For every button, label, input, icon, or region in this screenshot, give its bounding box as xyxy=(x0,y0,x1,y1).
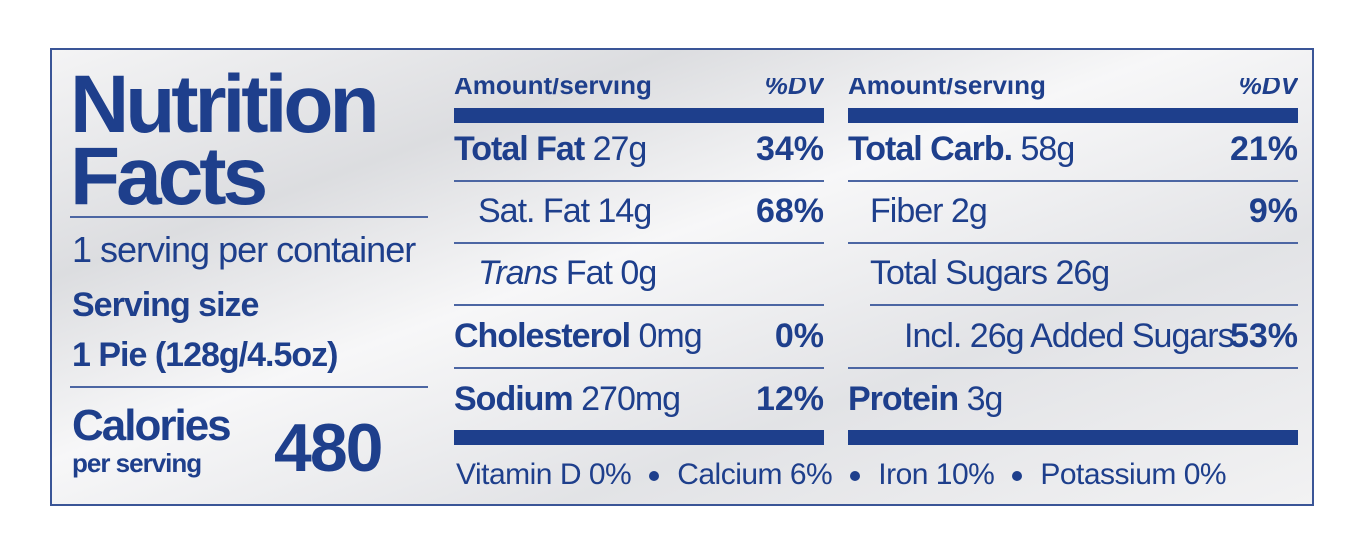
bullet xyxy=(850,471,861,482)
nutrient-name: Sat. Fat 14g xyxy=(478,192,652,230)
nutrient-name: Total Carb. xyxy=(848,130,1013,168)
nutrient-name: Sodium xyxy=(454,380,574,418)
calories-sub: per serving xyxy=(72,448,202,478)
title: Nutrition xyxy=(70,59,380,150)
nutrient-amount: 58g xyxy=(1020,130,1076,168)
rule xyxy=(454,242,824,244)
nutrient-dv: 34% xyxy=(755,130,824,168)
nutrient-name: Sat. Fat 14g xyxy=(478,192,652,230)
serving-size-value: 1 Pie (128g/4.5oz) xyxy=(72,336,338,374)
nutrient-name: Fat 0g xyxy=(565,254,657,292)
nutrient-dv: 0% xyxy=(774,317,824,355)
nutrient-name: Cholesterol xyxy=(454,317,631,355)
nutrient-amount: 270mg xyxy=(581,380,681,418)
nutrient-name: Fiber 2g xyxy=(870,192,988,230)
rule xyxy=(454,367,824,369)
nutrient-amount: 0mg xyxy=(638,317,703,355)
column-header: Amount/serving %DV xyxy=(848,78,1298,100)
nutrient-dv: 53% xyxy=(1229,317,1298,355)
nutrient-name: Total Fat 27g xyxy=(454,130,648,168)
nutrient-name: Total Carb. 58g xyxy=(848,130,1076,168)
column-header: Amount/serving %DV xyxy=(454,78,824,100)
nutrient-name: Sodium 270mg xyxy=(454,380,681,418)
calories-value: 480 xyxy=(274,410,383,486)
rule xyxy=(70,386,428,388)
nutrient-amount: 3g xyxy=(966,380,1004,418)
nutrient-name: Total Sugars 26g xyxy=(870,254,1110,292)
rule xyxy=(70,216,428,218)
servings: 1 serving per container xyxy=(72,229,416,270)
nutrient-dv: 21% xyxy=(1229,130,1298,168)
title: Facts xyxy=(70,131,268,222)
nutrient-name: Incl. 26g Added Sugars xyxy=(904,317,1235,355)
rule xyxy=(454,180,824,182)
nutrient-amount: 27g xyxy=(592,130,648,168)
header-amount: Amount/serving xyxy=(848,78,1046,100)
header-amount: Amount/serving xyxy=(454,78,652,100)
nutrient-name: Total Sugars 26g xyxy=(870,254,1110,292)
nutrient-name: Incl. 26g Added Sugars xyxy=(904,317,1235,355)
rule xyxy=(848,180,1298,182)
nutrient-dv: 68% xyxy=(755,192,824,230)
calories-label: Calories xyxy=(72,401,232,450)
nutrient-dv: 9% xyxy=(1248,192,1298,230)
header-dv: %DV xyxy=(764,78,824,100)
nutrient-prefix: Trans xyxy=(478,254,558,292)
footer: Vitamin D 0% Calcium 6% Iron 10% Potassium … xyxy=(456,458,1227,491)
nutrient-name: Fiber 2g xyxy=(870,192,988,230)
nutrient-name: Trans Fat 0g xyxy=(478,254,657,292)
rule xyxy=(848,242,1298,244)
nutrient-name: Total Fat xyxy=(454,130,585,168)
rule xyxy=(870,304,1298,306)
nutrient-name: Protein 3g xyxy=(848,380,1004,418)
serving-size-label: Serving size xyxy=(72,286,259,324)
thick-rule xyxy=(848,108,1298,123)
rule xyxy=(454,304,824,306)
thick-rule xyxy=(454,430,824,445)
thick-rule xyxy=(848,430,1298,445)
bullet xyxy=(649,471,660,482)
footer-item: Potassium 0% xyxy=(1040,458,1227,491)
thick-rule xyxy=(454,108,824,123)
bullet xyxy=(1012,471,1023,482)
footer-item: Vitamin D 0% xyxy=(456,458,632,491)
nutrient-name: Cholesterol 0mg xyxy=(454,317,703,355)
nutrient-dv: 12% xyxy=(755,380,824,418)
nutrient-name: Protein xyxy=(848,380,959,418)
header-dv: %DV xyxy=(1238,78,1298,100)
rule xyxy=(848,367,1298,369)
footer-item: Iron 10% xyxy=(878,458,995,491)
footer-item: Calcium 6% xyxy=(677,458,833,491)
nutrition-label: Nutrition Facts 1 serving per container … xyxy=(50,48,1314,506)
